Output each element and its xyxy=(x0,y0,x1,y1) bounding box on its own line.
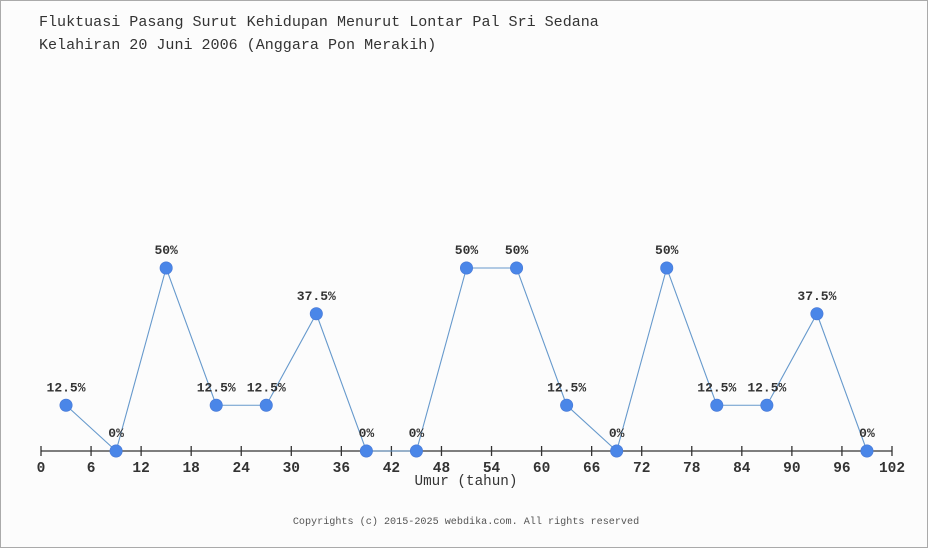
svg-text:12.5%: 12.5% xyxy=(547,380,586,395)
svg-text:37.5%: 37.5% xyxy=(297,289,336,304)
svg-text:50%: 50% xyxy=(154,243,178,258)
svg-text:12.5%: 12.5% xyxy=(197,380,236,395)
svg-text:0%: 0% xyxy=(609,426,625,441)
svg-text:0%: 0% xyxy=(108,426,124,441)
svg-text:50%: 50% xyxy=(655,243,679,258)
svg-text:12.5%: 12.5% xyxy=(747,380,786,395)
svg-text:0%: 0% xyxy=(409,426,425,441)
svg-text:37.5%: 37.5% xyxy=(797,289,836,304)
svg-text:12.5%: 12.5% xyxy=(247,380,286,395)
svg-text:12.5%: 12.5% xyxy=(47,380,86,395)
svg-text:50%: 50% xyxy=(505,243,529,258)
svg-text:0%: 0% xyxy=(859,426,875,441)
svg-text:50%: 50% xyxy=(455,243,479,258)
svg-text:12.5%: 12.5% xyxy=(697,380,736,395)
svg-text:0%: 0% xyxy=(359,426,375,441)
